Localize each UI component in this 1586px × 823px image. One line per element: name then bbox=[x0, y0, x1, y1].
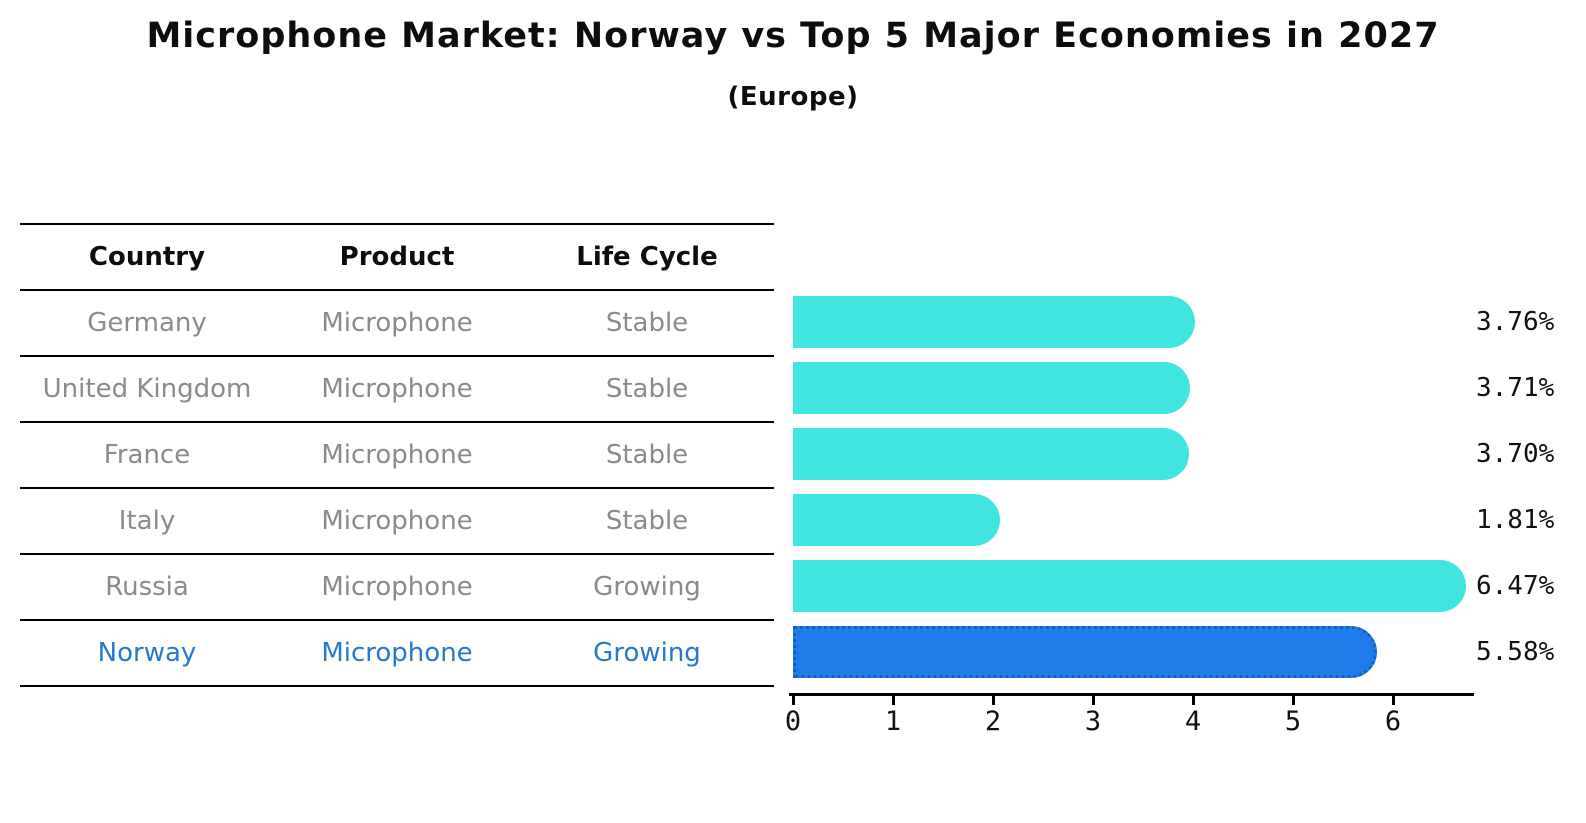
x-tick-mark bbox=[1091, 696, 1095, 705]
table-row-italy: Italy Microphone Stable bbox=[20, 489, 774, 555]
bar-value-label: 3.71% bbox=[1476, 373, 1555, 403]
column-header-life-cycle: Life Cycle bbox=[576, 242, 718, 272]
country-table: Country Product Life Cycle Germany Microp… bbox=[20, 223, 774, 687]
table-cell-product: Microphone bbox=[321, 440, 473, 470]
table-row-united-kingdom: United Kingdom Microphone Stable bbox=[20, 357, 774, 423]
bar-united-kingdom bbox=[793, 362, 1190, 414]
x-tick-label: 3 bbox=[1084, 706, 1102, 737]
x-tick-label: 4 bbox=[1184, 706, 1202, 737]
x-tick-label: 0 bbox=[784, 706, 802, 737]
table-cell-country: Russia bbox=[105, 572, 189, 602]
table-header-row: Country Product Life Cycle bbox=[20, 225, 774, 291]
column-header-country: Country bbox=[88, 242, 206, 272]
chart-title: Microphone Market: Norway vs Top 5 Major… bbox=[146, 16, 1440, 56]
chart-subtitle: (Europe) bbox=[727, 82, 859, 112]
x-tick-label: 6 bbox=[1384, 706, 1402, 737]
table-cell-product: Microphone bbox=[321, 308, 473, 338]
table-cell-product: Microphone bbox=[321, 638, 473, 668]
bar-value-label: 1.81% bbox=[1476, 505, 1555, 535]
x-tick-mark bbox=[891, 696, 895, 705]
table-cell-country: Germany bbox=[87, 308, 207, 338]
bar-france bbox=[793, 428, 1189, 480]
bar-germany bbox=[793, 296, 1195, 348]
table-row-germany: Germany Microphone Stable bbox=[20, 291, 774, 357]
table-row-norway: Norway Microphone Growing bbox=[20, 621, 774, 687]
table-cell-country: Italy bbox=[118, 506, 176, 536]
bar-value-label: 6.47% bbox=[1476, 571, 1555, 601]
x-tick-mark bbox=[1291, 696, 1295, 705]
bar-norway bbox=[793, 626, 1377, 678]
table-cell-life-cycle: Stable bbox=[605, 440, 689, 470]
x-tick-mark bbox=[991, 696, 995, 705]
bar-value-label: 3.76% bbox=[1476, 307, 1555, 337]
table-cell-country: Norway bbox=[97, 638, 197, 668]
table-body: Germany Microphone Stable United Kingdom Mic… bbox=[20, 291, 774, 687]
table-row-france: France Microphone Stable bbox=[20, 423, 774, 489]
table-cell-life-cycle: Growing bbox=[593, 638, 701, 668]
table-cell-product: Microphone bbox=[321, 374, 473, 404]
bar-value-label: 3.70% bbox=[1476, 439, 1555, 469]
table-cell-life-cycle: Stable bbox=[605, 506, 689, 536]
x-tick-label: 1 bbox=[884, 706, 902, 737]
x-tick-mark bbox=[1391, 696, 1395, 705]
bar-russia bbox=[793, 560, 1466, 612]
table-cell-life-cycle: Growing bbox=[593, 572, 701, 602]
x-tick-label: 2 bbox=[984, 706, 1002, 737]
x-tick-mark bbox=[1191, 696, 1195, 705]
table-cell-country: United Kingdom bbox=[42, 374, 252, 404]
x-tick-mark bbox=[791, 696, 795, 705]
table-cell-country: France bbox=[103, 440, 191, 470]
table-row-russia: Russia Microphone Growing bbox=[20, 555, 774, 621]
table-cell-life-cycle: Stable bbox=[605, 308, 689, 338]
x-axis-line bbox=[789, 693, 1474, 696]
x-tick-label: 5 bbox=[1284, 706, 1302, 737]
table-cell-product: Microphone bbox=[321, 506, 473, 536]
column-header-product: Product bbox=[339, 242, 455, 272]
table-cell-life-cycle: Stable bbox=[605, 374, 689, 404]
bar-value-label: 5.58% bbox=[1476, 637, 1555, 667]
table-cell-product: Microphone bbox=[321, 572, 473, 602]
bar-italy bbox=[793, 494, 1000, 546]
